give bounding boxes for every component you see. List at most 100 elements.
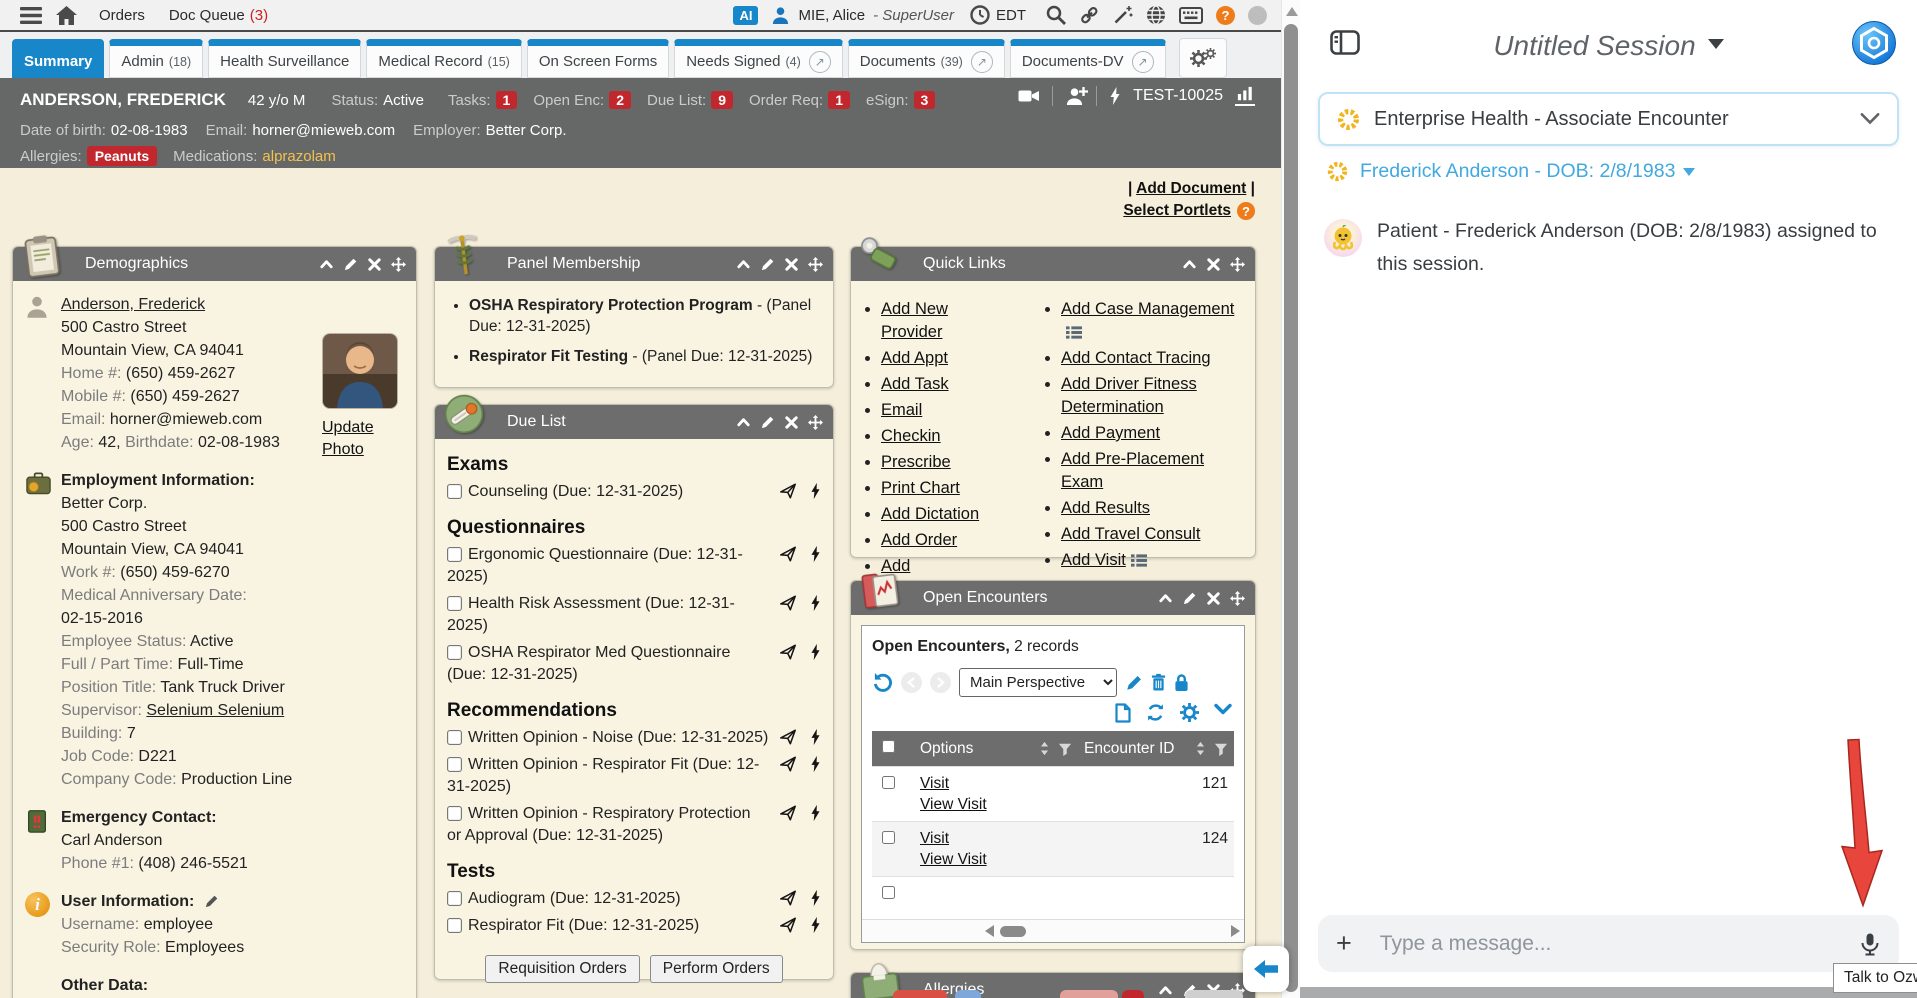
open-enc-count-badge[interactable]: 2 <box>609 91 631 109</box>
sidebar-toggle-icon[interactable] <box>1330 30 1360 55</box>
tab-medical-record[interactable]: Medical Record (15) <box>366 39 522 78</box>
bolt-icon[interactable] <box>810 755 821 773</box>
requisition-orders-button[interactable]: Requisition Orders <box>485 955 640 983</box>
column-options[interactable]: Options <box>920 740 974 757</box>
menu-doc-queue[interactable]: Doc Queue <box>168 6 245 24</box>
ozwell-logo-icon[interactable] <box>1851 20 1897 66</box>
bolt-icon[interactable] <box>810 916 821 934</box>
tab-summary[interactable]: Summary <box>12 39 105 78</box>
collapse-icon[interactable] <box>319 257 334 272</box>
user-name[interactable]: MIE, Alice <box>798 6 866 24</box>
tab-on-screen-forms[interactable]: On Screen Forms <box>526 39 670 78</box>
reset-icon[interactable] <box>872 672 893 693</box>
open-encounters-header[interactable]: Open Encounters <box>851 573 1255 615</box>
edit-icon[interactable] <box>1182 591 1197 606</box>
quick-link[interactable]: Add Driver Fitness Determination <box>1061 375 1197 416</box>
move-icon[interactable] <box>808 257 823 272</box>
expand-icon[interactable] <box>1214 703 1232 716</box>
medication-value[interactable]: alprazolam <box>262 147 336 165</box>
link-icon[interactable] <box>1079 5 1100 25</box>
quick-link[interactable]: Checkin <box>881 427 941 445</box>
close-icon[interactable] <box>784 257 799 272</box>
flowsheet-chart-icon[interactable] <box>1235 86 1255 106</box>
portlets-help-icon[interactable]: ? <box>1237 202 1255 220</box>
quick-link[interactable]: Add Appt <box>881 349 948 367</box>
quick-link[interactable]: Add Task <box>881 375 949 393</box>
select-all-checkbox[interactable] <box>882 740 895 753</box>
scrollbar-thumb[interactable] <box>1284 24 1298 992</box>
patient-photo[interactable] <box>322 333 398 409</box>
patient-context-row[interactable]: Frederick Anderson - DOB: 2/8/1983 <box>1326 160 1696 183</box>
due-list-header[interactable]: Due List <box>435 394 833 439</box>
move-icon[interactable] <box>808 415 823 430</box>
filter-icon[interactable] <box>1058 742 1072 756</box>
bolt-icon[interactable] <box>810 728 821 746</box>
quick-link[interactable]: Add Dictation <box>881 505 980 523</box>
edit-icon[interactable] <box>343 257 358 272</box>
lock-icon[interactable] <box>1174 673 1189 692</box>
main-vertical-scrollbar[interactable] <box>1281 0 1301 998</box>
select-portlets-link[interactable]: Select Portlets <box>1123 202 1231 219</box>
collapse-icon[interactable] <box>736 415 751 430</box>
patient-context-link[interactable]: Frederick Anderson - DOB: 2/8/1983 <box>1360 160 1676 182</box>
allergy-badge[interactable]: Peanuts <box>86 146 158 166</box>
supervisor-link[interactable]: Selenium Selenium <box>146 702 285 719</box>
globe-icon[interactable] <box>1146 5 1166 25</box>
sort-icon[interactable] <box>1195 741 1206 756</box>
visit-link[interactable]: Visit <box>920 775 950 792</box>
demographics-header[interactable]: Demographics <box>13 235 416 281</box>
quick-link[interactable]: Add Order <box>881 531 958 549</box>
add-person-icon[interactable] <box>1065 86 1089 106</box>
close-icon[interactable] <box>367 257 382 272</box>
due-item-checkbox[interactable] <box>447 806 462 821</box>
scroll-up-icon[interactable] <box>1286 7 1298 16</box>
collapse-icon[interactable] <box>1158 983 1173 998</box>
scroll-left-icon[interactable] <box>985 925 995 937</box>
filter-icon[interactable] <box>1214 742 1228 756</box>
bolt-icon[interactable] <box>810 594 821 612</box>
send-icon[interactable] <box>779 643 797 661</box>
quick-link[interactable]: Add Case Management <box>1061 300 1235 318</box>
due-item-checkbox[interactable] <box>447 484 462 499</box>
send-icon[interactable] <box>779 916 797 934</box>
row-checkbox[interactable] <box>882 776 895 789</box>
send-icon[interactable] <box>779 889 797 907</box>
popout-icon[interactable]: ↗ <box>970 50 993 73</box>
quick-link[interactable]: Add Pre-Placement Exam <box>1061 450 1205 491</box>
quick-links-header[interactable]: Quick Links <box>851 237 1255 281</box>
quick-link[interactable]: Add Visit <box>1061 551 1126 569</box>
send-icon[interactable] <box>779 755 797 773</box>
send-icon[interactable] <box>779 728 797 746</box>
collapse-icon[interactable] <box>736 257 751 272</box>
move-icon[interactable] <box>1230 257 1245 272</box>
add-document-link[interactable]: Add Document <box>1136 180 1247 197</box>
video-camera-icon[interactable] <box>1018 88 1040 104</box>
perform-orders-button[interactable]: Perform Orders <box>649 955 783 983</box>
quick-link[interactable]: Print Chart <box>881 479 960 497</box>
close-icon[interactable] <box>1206 591 1221 606</box>
chat-input[interactable] <box>1377 930 1859 957</box>
popout-icon[interactable]: ↗ <box>808 50 831 73</box>
sort-icon[interactable] <box>1039 741 1050 756</box>
wand-icon[interactable] <box>1113 5 1133 25</box>
visit-link[interactable]: Visit <box>920 830 950 847</box>
bolt-icon[interactable] <box>810 804 821 822</box>
session-title[interactable]: Untitled Session <box>1300 30 1917 62</box>
patient-name-link[interactable]: Anderson, Frederick <box>61 296 206 313</box>
tab-admin[interactable]: Admin (18) <box>109 39 204 78</box>
move-icon[interactable] <box>391 257 406 272</box>
bolt-icon[interactable] <box>810 545 821 563</box>
edit-user-info-icon[interactable] <box>204 894 219 909</box>
due-item-checkbox[interactable] <box>447 891 462 906</box>
keyboard-icon[interactable] <box>1179 6 1203 24</box>
quick-actions-bolt-icon[interactable] <box>1109 86 1121 106</box>
edit-icon[interactable] <box>760 257 775 272</box>
help-icon[interactable]: ? <box>1216 5 1235 25</box>
home-icon[interactable] <box>56 5 77 25</box>
tasks-count-badge[interactable]: 1 <box>495 91 518 109</box>
due-item-checkbox[interactable] <box>447 547 462 562</box>
update-photo-link[interactable]: Update Photo <box>322 419 374 458</box>
close-icon[interactable] <box>1206 257 1221 272</box>
panel-membership-header[interactable]: Panel Membership <box>435 235 833 281</box>
view-visit-link[interactable]: View Visit <box>920 851 987 868</box>
